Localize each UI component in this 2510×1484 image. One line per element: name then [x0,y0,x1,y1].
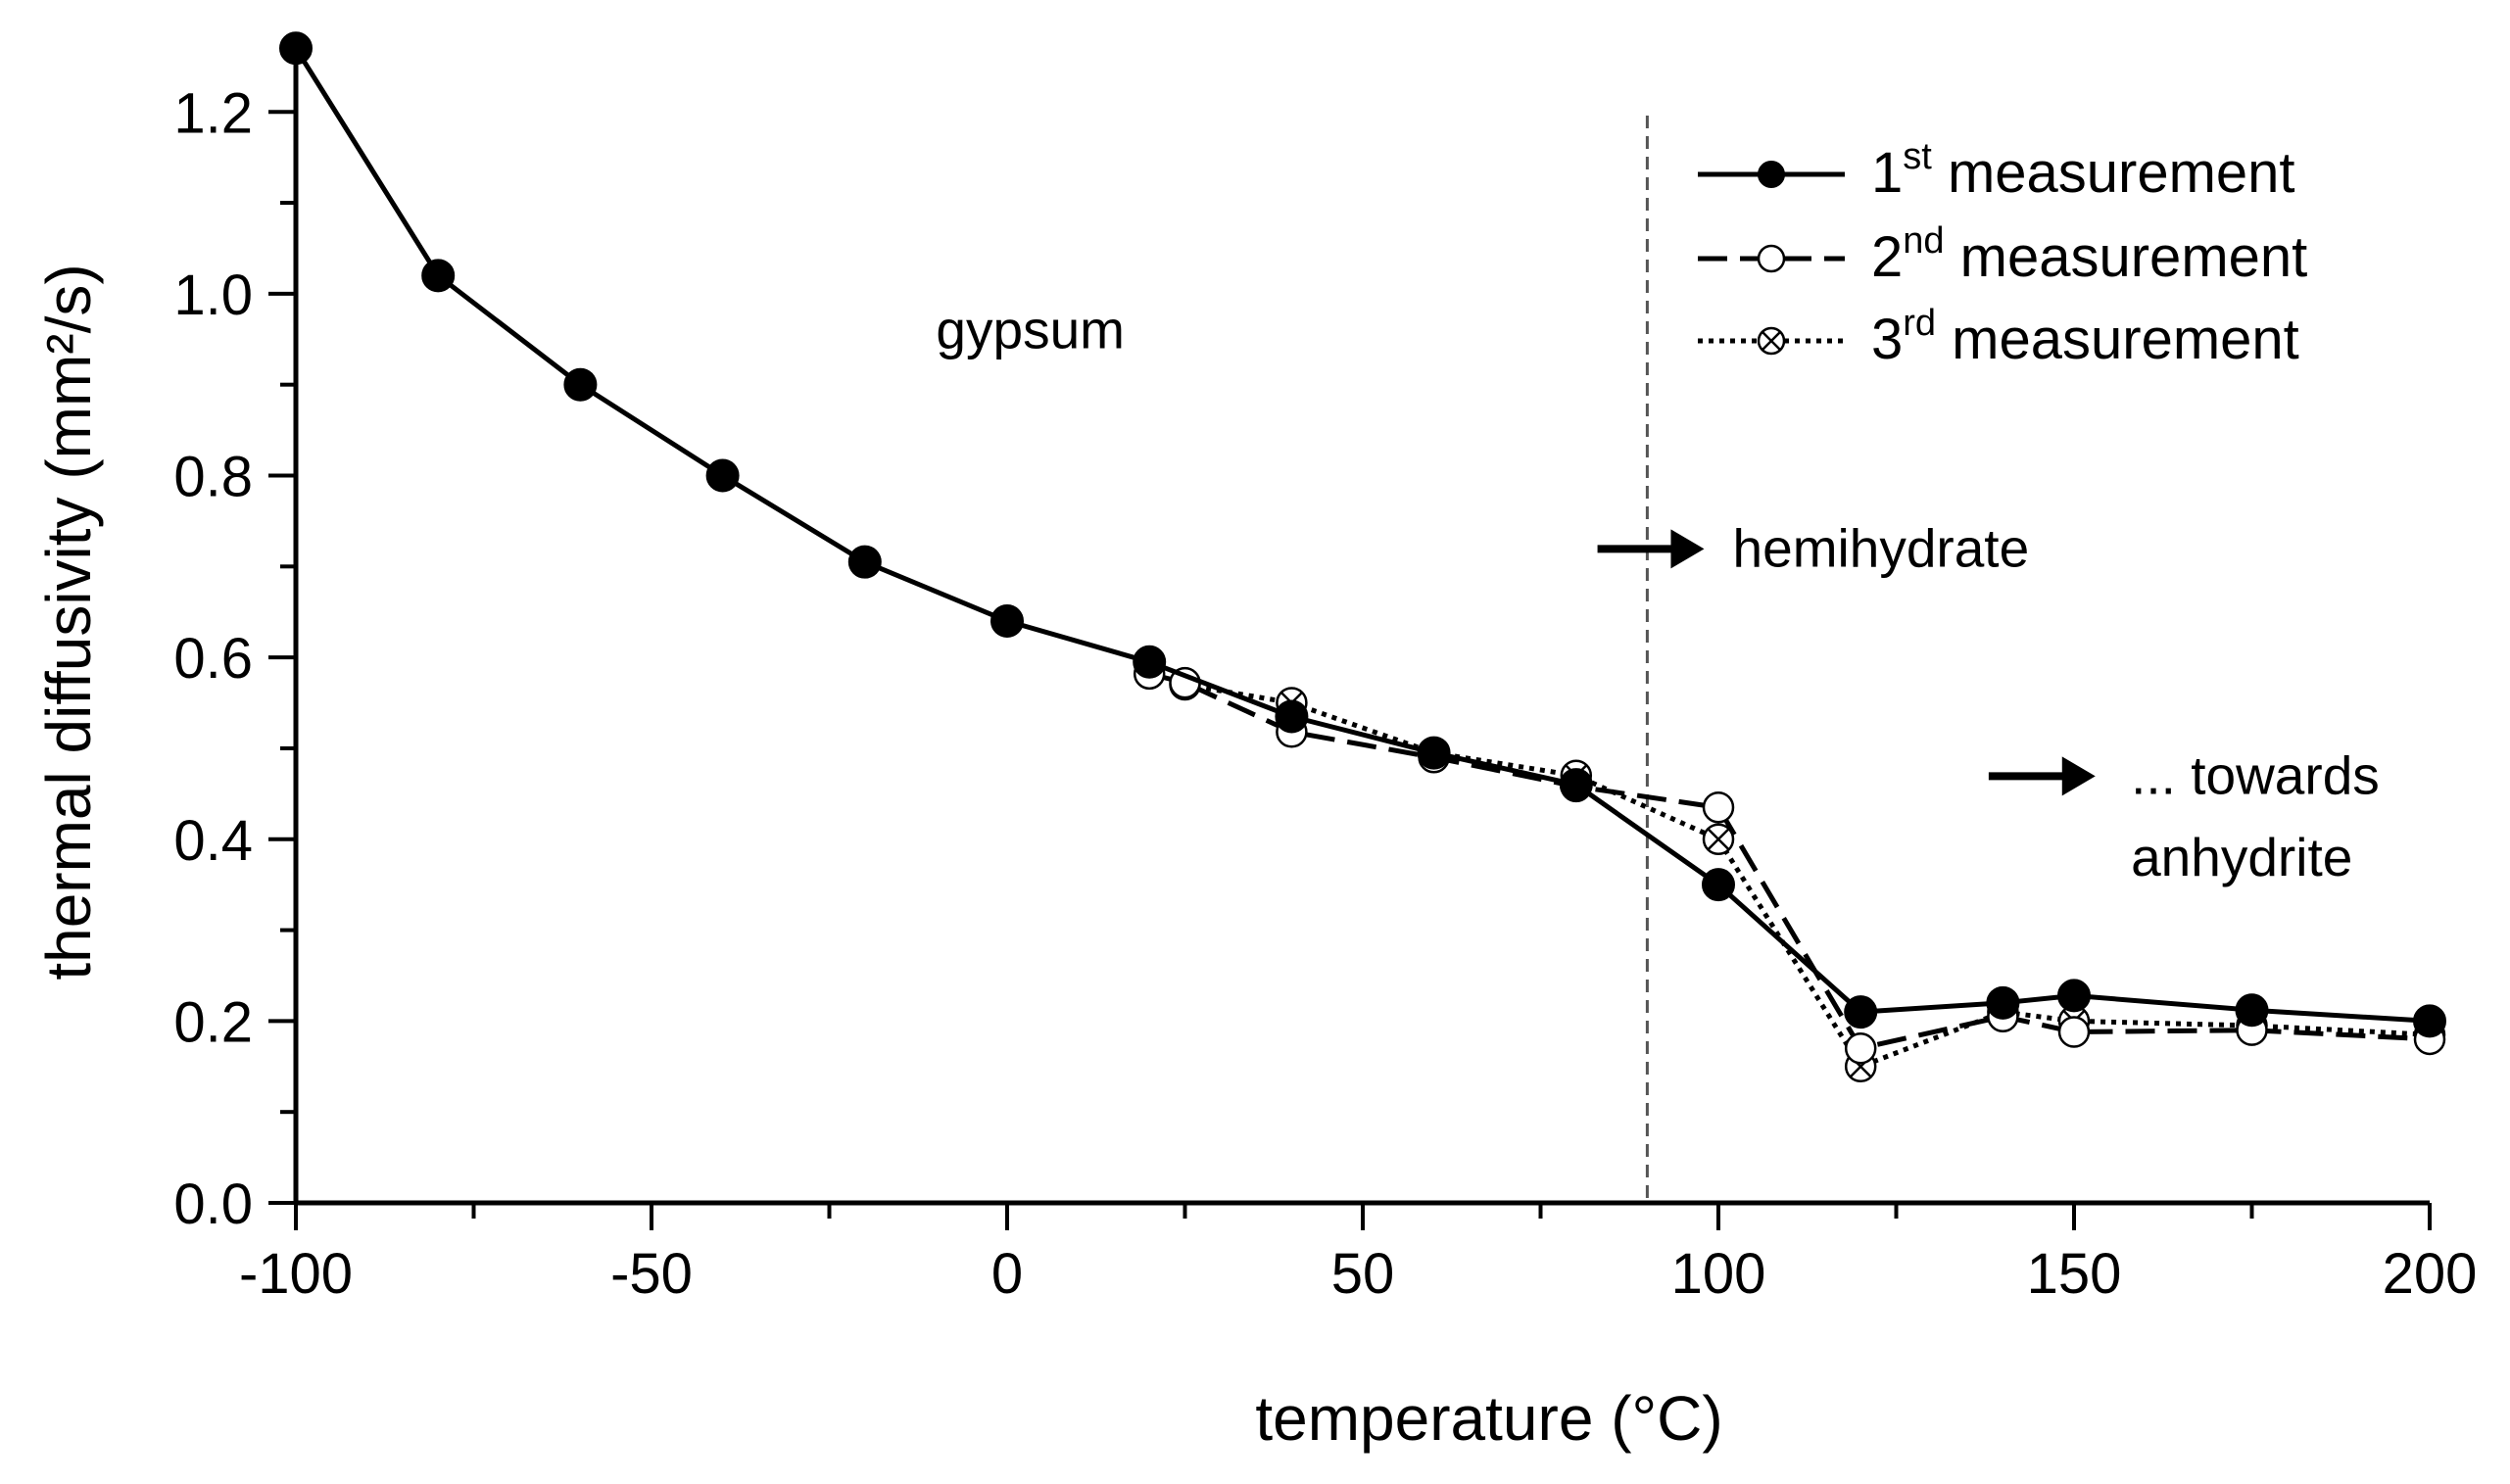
data-point [421,259,456,293]
annotation-label: anhydrite [2131,827,2352,887]
x-axis-title: temperature (°C) [1255,1383,1722,1454]
data-point [1417,736,1451,770]
series-line [1184,682,2431,1070]
annotations: gypsum hemihydrate ... towards anhydrite [936,300,2379,887]
x-tick-label: 100 [1671,1242,1766,1306]
data-point [2413,1004,2446,1038]
y-tick-label: 0.0 [173,1173,253,1236]
legend-label: 1st measurement [1871,136,2295,205]
y-axis-title: thermal diffusivity (mm²/s) [33,263,104,980]
annotation-label: gypsum [936,300,1125,360]
series-1 [279,31,2446,1038]
data-point [705,458,740,493]
data-point [847,545,882,579]
y-tick-label: 0.2 [173,990,253,1054]
data-point [1844,1031,1877,1065]
data-point [1702,868,1735,902]
series-line [1148,671,2431,1051]
data-point [1133,645,1167,679]
legend-label: 2nd measurement [1871,220,2307,289]
legend-label: 3rd measurement [1871,303,2299,371]
x-tick-label: 0 [991,1242,1023,1306]
y-tick-label: 0.8 [173,446,253,509]
data-point [1844,995,1878,1029]
legend-marker [1758,161,1785,188]
legend-entry-1: 1st measurement [1698,136,2295,205]
data-point [1702,823,1735,855]
annotation-label: hemihydrate [1733,517,2030,578]
data-point [1275,699,1309,734]
data-point [1986,985,2020,1020]
data-point [2057,1016,2091,1048]
legend: 1st measurement 2nd measurement 3rd measur… [1698,136,2307,371]
y-tick-label: 1.0 [173,263,253,327]
annotation-arrow [1988,756,2096,796]
legend-marker [1757,244,1786,273]
ticks: -100 -50 0 50 100 150 200 0.0 0.2 0.4 0.6 0.8 1.0 1.2 [173,81,2477,1306]
data-point [2057,979,2091,1013]
data-point [990,604,1024,638]
x-tick-label: -100 [239,1242,353,1306]
x-tick-label: -50 [610,1242,693,1306]
axes [293,34,2430,1206]
x-tick-label: 200 [2383,1242,2478,1306]
series-layer [279,31,2446,1083]
y-tick-label: 0.6 [173,627,253,691]
annotation-label: ... towards [2131,744,2380,805]
legend-entry-2: 2nd measurement [1698,220,2307,289]
x-tick-label: 50 [1331,1242,1395,1306]
y-tick-label: 1.2 [173,81,253,145]
y-tick-label: 0.4 [173,809,253,873]
series-line [293,46,2431,1024]
legend-entry-3: 3rd measurement [1698,303,2299,371]
data-point [1702,791,1735,824]
x-tick-label: 150 [2027,1242,2122,1306]
data-point [2235,993,2269,1028]
data-point [1559,768,1593,802]
data-point [563,367,598,402]
legend-marker [1757,326,1786,356]
annotation-arrow [1597,529,1705,569]
